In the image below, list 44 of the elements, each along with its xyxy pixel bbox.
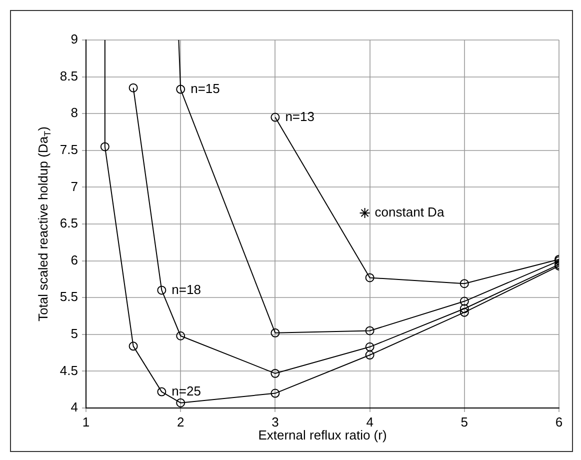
point [365, 326, 374, 336]
annotation: n=13 [285, 108, 314, 124]
point [460, 308, 469, 317]
annotation: n=15 [190, 80, 220, 96]
point [460, 279, 469, 288]
annotation: n=18 [172, 282, 201, 297]
point [157, 387, 166, 396]
y-tick-label: 5 [70, 326, 78, 341]
y-tick-label: 4 [70, 400, 78, 415]
y-tick-label: 9 [70, 32, 78, 47]
x-tick-label: 5 [460, 414, 468, 430]
point [157, 286, 166, 295]
point [176, 398, 186, 408]
x-tick-label: 2 [176, 414, 184, 430]
point [460, 304, 469, 314]
y-tick-label: 8.5 [60, 68, 78, 84]
legend-label: constant Da [374, 204, 445, 220]
y-tick-label: 4.5 [60, 362, 78, 378]
y-axis-title: Total scaled reactive holdup (DaT) [36, 126, 52, 322]
y-tick-label: 6.5 [60, 216, 78, 231]
point [128, 83, 138, 92]
point [270, 368, 280, 378]
y-tick-label: 6 [70, 252, 78, 268]
x-tick-label: 1 [82, 414, 90, 430]
x-tick-label: 4 [366, 414, 374, 430]
point [365, 273, 374, 282]
point [176, 84, 186, 94]
point [128, 342, 138, 351]
y-tick-label: 7 [70, 178, 78, 194]
point [460, 296, 469, 306]
annotation: n=25 [172, 383, 201, 398]
point [365, 342, 374, 352]
y-tick-label: 7.5 [60, 142, 78, 157]
point [176, 331, 186, 340]
x-tick-label: 3 [272, 414, 279, 430]
x-axis-title: External reflux ratio (r) [258, 428, 387, 443]
point [270, 328, 280, 338]
point [270, 112, 280, 122]
y-tick-label: 5.5 [60, 289, 78, 304]
y-tick-label: 8 [70, 105, 78, 120]
point [100, 142, 110, 152]
point [365, 350, 374, 360]
point [270, 388, 280, 398]
x-tick-label: 6 [555, 414, 563, 430]
